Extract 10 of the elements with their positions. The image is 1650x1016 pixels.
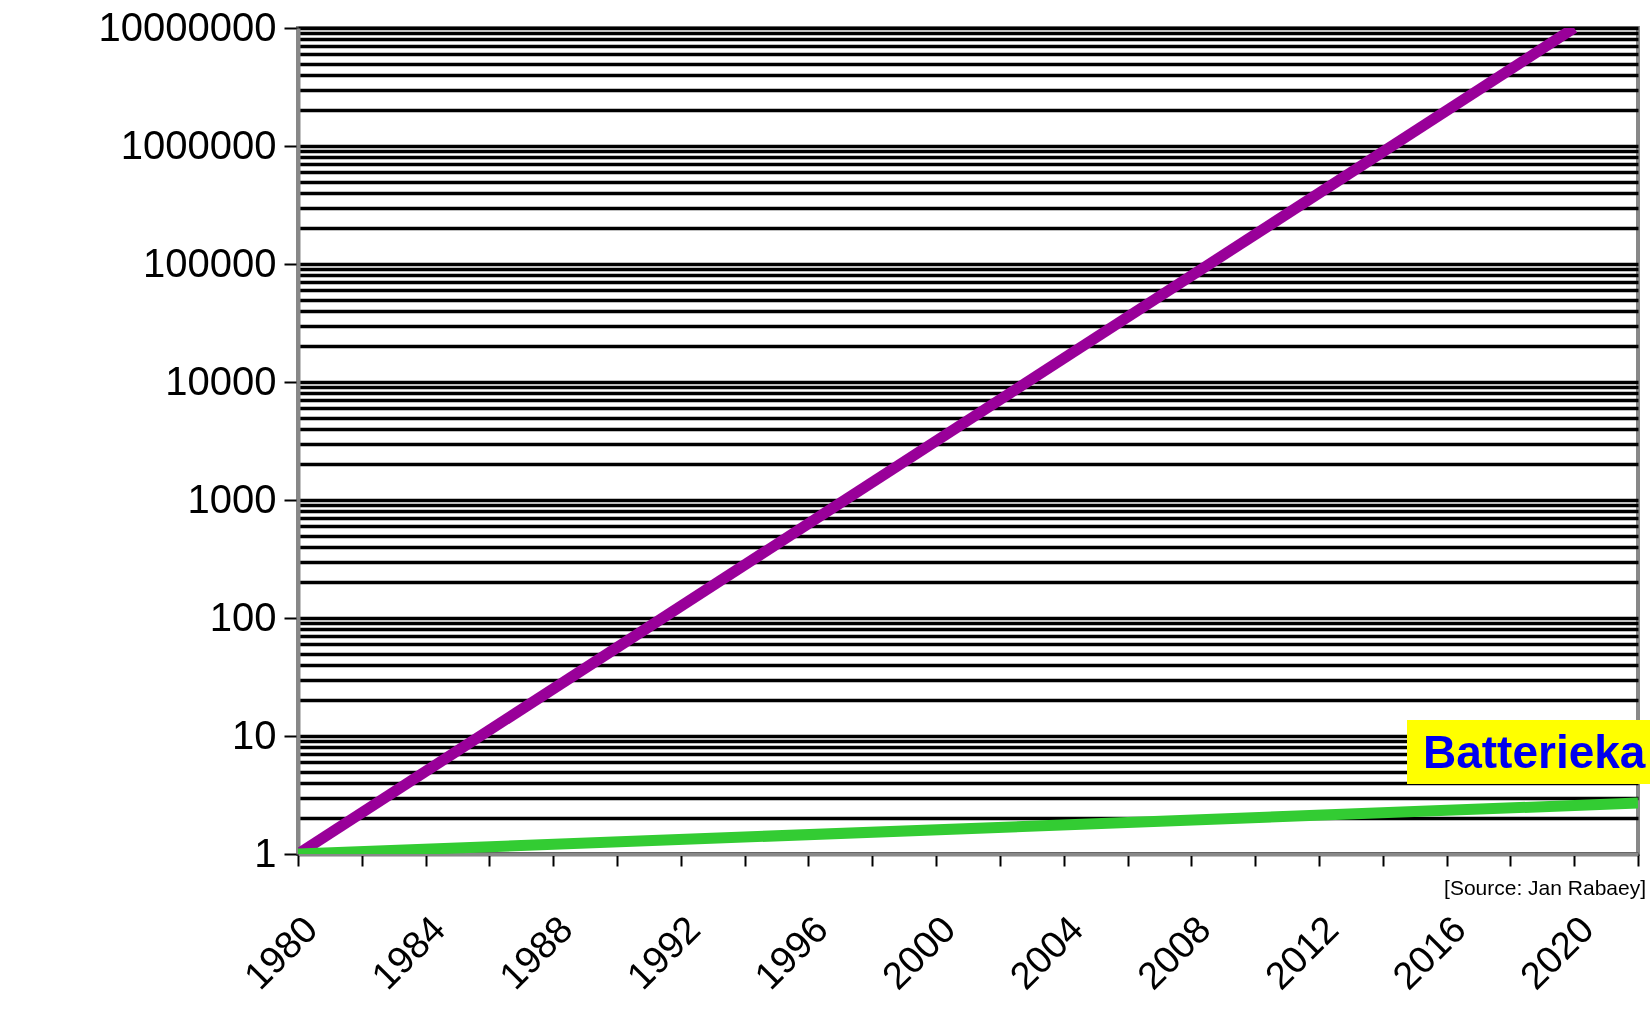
y-tick-label: 100 bbox=[209, 594, 277, 639]
y-tick-label: 10 bbox=[232, 712, 277, 757]
y-tick-label: 1000000 bbox=[120, 122, 277, 167]
text: [Source: Jan Rabaey] bbox=[1444, 876, 1646, 899]
y-tick-label: 100000 bbox=[143, 240, 277, 285]
y-tick-label: 1000 bbox=[187, 476, 277, 521]
y-tick-label: 1 bbox=[254, 830, 277, 875]
y-tick-label: 10000 bbox=[165, 358, 277, 403]
y-tick-label: 10000000 bbox=[98, 4, 277, 49]
series-label: Batterieka bbox=[1423, 726, 1646, 778]
